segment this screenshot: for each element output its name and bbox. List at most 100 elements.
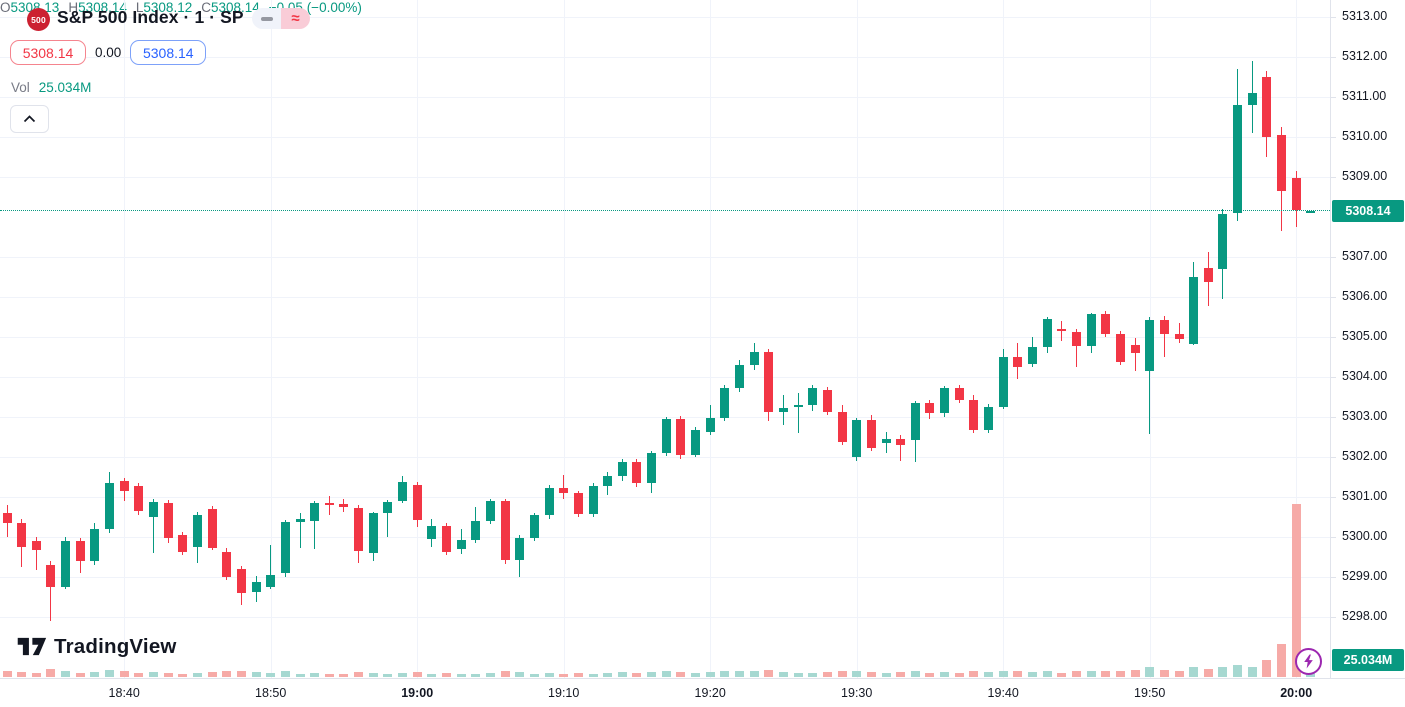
volume-bar: [324, 673, 334, 677]
symbol-title[interactable]: S&P 500 Index · 1 · SP: [57, 7, 244, 27]
volume-bar: [251, 672, 261, 677]
candle-body: [910, 403, 920, 440]
price-axis-label: 5299.00: [1342, 569, 1388, 583]
candle-body: [222, 551, 232, 577]
volume-bar: [1057, 672, 1067, 677]
price-axis-label: 5305.00: [1342, 329, 1388, 343]
price-axis-label: 5310.00: [1342, 129, 1388, 143]
candle-wick: [328, 496, 330, 515]
volume-bar: [1130, 670, 1140, 677]
volume-bar: [192, 672, 202, 677]
price-gridline: [0, 497, 1330, 498]
candle-body-toggle-button[interactable]: [252, 8, 281, 29]
buy-price-button[interactable]: 5308.14: [130, 40, 207, 65]
volume-bar: [1115, 670, 1125, 677]
candle-body: [442, 525, 451, 553]
price-axis-tick: [1331, 137, 1336, 138]
volume-bar: [1247, 666, 1257, 677]
candle-body: [119, 481, 129, 491]
candle-body: [2, 513, 12, 523]
candle-body: [866, 419, 876, 448]
price-axis-label: 5313.00: [1342, 9, 1388, 23]
chart-style-toggle: ≈: [252, 8, 310, 29]
time-gridline: [1003, 0, 1005, 678]
current-price-line: [0, 210, 1330, 212]
price-gridline: [0, 417, 1330, 418]
volume-bar: [163, 672, 173, 677]
candle-wick: [270, 545, 272, 589]
price-axis-label: 5307.00: [1342, 249, 1388, 263]
candle-body: [998, 356, 1008, 407]
price-axis[interactable]: 5313.00 5312.00 5311.00 5310.00 5309.00 5307.…: [1331, 0, 1405, 678]
volume-bar: [940, 672, 950, 677]
candle-body: [1291, 178, 1301, 210]
current-price-label: 5308.14: [1332, 200, 1404, 223]
time-axis-label: 19:10: [548, 686, 580, 700]
volume-bar: [735, 670, 744, 677]
volume-bar: [647, 672, 657, 677]
price-axis-tick: [1331, 177, 1336, 178]
volume-axis-badge: 25.034M: [1332, 649, 1404, 671]
candle-body: [324, 503, 334, 505]
volume-bar: [749, 671, 759, 677]
volume-bar: [852, 670, 862, 677]
trade-price-row: 5308.14 0.00 5308.14: [10, 40, 207, 65]
volume-bar: [61, 671, 71, 677]
volume-bar: [808, 672, 818, 677]
candle-body: [17, 523, 27, 547]
lightning-bolt-icon: [1304, 654, 1313, 669]
time-gridline: [417, 0, 419, 678]
candle-body: [75, 541, 85, 561]
price-axis-tick: [1331, 337, 1336, 338]
volume-bar: [822, 672, 832, 677]
volume-bar: [90, 672, 100, 677]
candle-body: [61, 541, 71, 587]
volume-bar: [544, 672, 554, 677]
collapse-legend-button[interactable]: [10, 105, 49, 133]
wave-toggle-button[interactable]: ≈: [281, 8, 310, 29]
volume-bar: [236, 670, 246, 677]
candle-body: [412, 485, 422, 520]
tradingview-logo[interactable]: TradingView: [16, 633, 177, 660]
volume-bar: [896, 672, 906, 677]
candle-wick: [387, 500, 389, 537]
volume-bar: [310, 672, 320, 677]
time-gridline: [563, 0, 565, 678]
time-axis[interactable]: 18:40 18:50 19:00 19:10 19:20 19:30 19:40 19:50…: [0, 679, 1405, 707]
volume-bar: [427, 673, 437, 677]
price-gridline: [0, 617, 1330, 618]
candle-body: [178, 535, 188, 552]
chart-pane[interactable]: [0, 0, 1330, 678]
candle-body: [192, 515, 202, 547]
price-axis-tick: [1331, 297, 1336, 298]
spread-value: 0.00: [95, 45, 122, 60]
candle-body: [163, 503, 173, 539]
time-axis-label: 19:50: [1134, 686, 1166, 700]
price-axis-tick: [1331, 497, 1336, 498]
candle-body: [1159, 319, 1169, 334]
volume-bar: [1145, 667, 1155, 677]
candle-body: [46, 565, 56, 587]
candle-body: [515, 537, 525, 561]
volume-bar: [1291, 504, 1301, 677]
instant-order-lightning-button[interactable]: [1295, 648, 1322, 675]
candle-body: [1174, 333, 1184, 339]
volume-bar: [720, 671, 730, 677]
price-axis-label: 5309.00: [1342, 169, 1388, 183]
volume-bar: [998, 670, 1008, 677]
price-axis-label: 5311.00: [1342, 89, 1387, 103]
price-axis-label: 5301.00: [1342, 489, 1388, 503]
volume-bar: [1101, 671, 1111, 677]
volume-bar: [793, 672, 803, 677]
price-gridline: [0, 337, 1330, 338]
candle-body: [266, 575, 276, 587]
price-gridline: [0, 377, 1330, 378]
volume-bar: [881, 672, 891, 677]
price-gridline: [0, 537, 1330, 538]
volume-bar: [134, 672, 144, 677]
volume-bar: [1203, 668, 1213, 677]
sell-price-button[interactable]: 5308.14: [10, 40, 86, 65]
price-axis-label: 5303.00: [1342, 409, 1388, 423]
tradingview-logo-text: TradingView: [54, 634, 177, 658]
candle-body: [1277, 135, 1287, 191]
